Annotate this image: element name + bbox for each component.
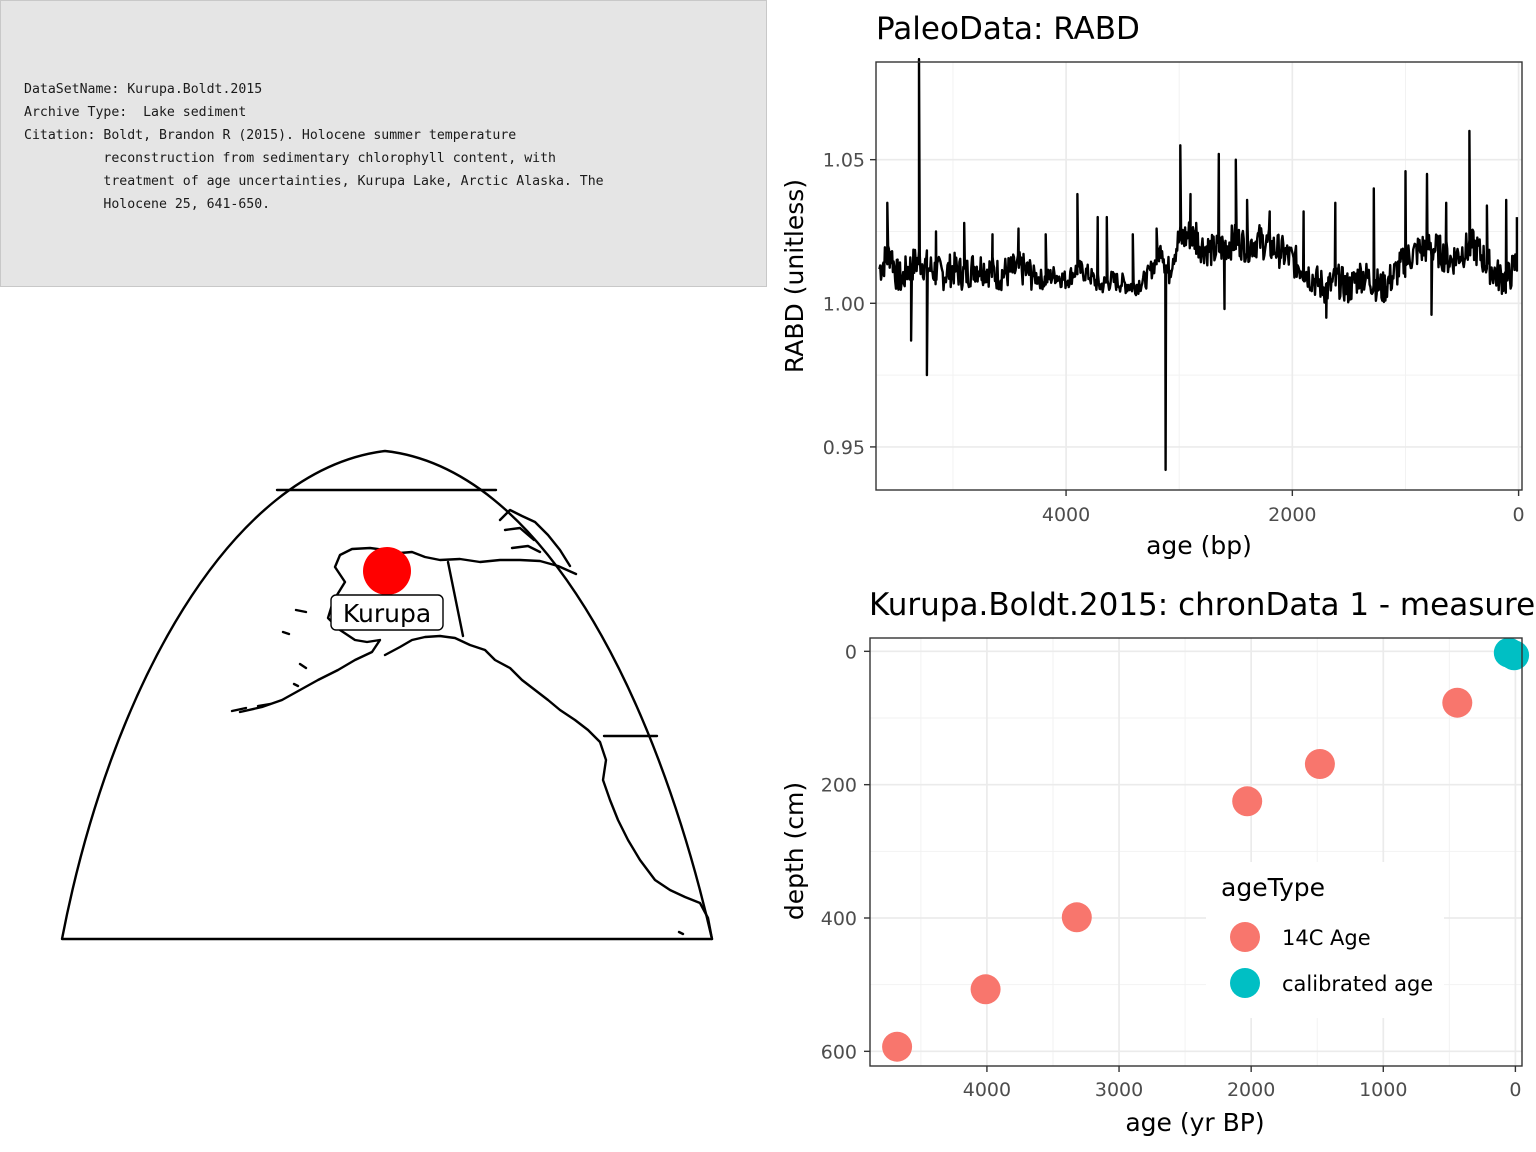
- rabd-plot-frame: [875, 61, 1523, 491]
- map-border-alaska-canada: [446, 560, 465, 638]
- rabd-line: [878, 57, 1519, 472]
- map-coast-southern-alaska: [383, 634, 714, 941]
- rabd-y-tick-label: 0.95: [823, 437, 865, 459]
- site-map: Kurupa: [60, 449, 714, 941]
- map-projection-outline: [60, 449, 714, 941]
- chron-point: [1232, 786, 1263, 817]
- chron-point: [882, 1031, 913, 1062]
- chron-y-tick-label: 0: [845, 641, 857, 663]
- map-coast-arctic-islands: [498, 508, 572, 568]
- map-islands-bering: [230, 608, 685, 936]
- chron-y-tick-label: 400: [821, 908, 857, 930]
- metadata-line-citation-4: Holocene 25, 641-650.: [24, 197, 271, 212]
- chron-x-tick-label: 4000: [963, 1079, 1011, 1101]
- chron-point: [1304, 749, 1335, 779]
- site-label: Kurupa: [343, 599, 431, 628]
- chron-x-tick-label: 2000: [1227, 1079, 1275, 1101]
- rabd-axes: 4000 2000 0 0.95 1.00 1.05: [823, 150, 1525, 526]
- rabd-chart: PaleoData: RABD 4000 2000 0 0.95 1.00 1.05 ag…: [780, 11, 1525, 560]
- rabd-chart-title: PaleoData: RABD: [876, 11, 1140, 47]
- chron-grid: [870, 638, 1522, 1066]
- chron-point: [1493, 637, 1524, 668]
- rabd-grid: [876, 62, 1522, 490]
- rabd-x-tick-label: 0: [1513, 504, 1525, 526]
- chron-point: [1442, 687, 1473, 718]
- chron-y-tick-label: 200: [821, 775, 857, 797]
- rabd-x-tick-label: 4000: [1042, 504, 1090, 526]
- site-marker: [363, 547, 411, 595]
- chron-y-tick-label: 600: [821, 1041, 857, 1063]
- metadata-line-citation-1: Citation: Boldt, Brandon R (2015). Holoc…: [24, 128, 517, 143]
- metadata-line-citation-2: reconstruction from sedimentary chloroph…: [24, 151, 556, 166]
- map-coast-alaska: [238, 546, 578, 714]
- rabd-y-tick-label: 1.00: [823, 293, 865, 315]
- legend-key: [1230, 922, 1260, 952]
- metadata-text: DataSetName: Kurupa.Boldt.2015 Archive T…: [24, 78, 604, 216]
- chron-x-tick-label: 1000: [1359, 1079, 1407, 1101]
- legend-key: [1230, 968, 1260, 998]
- rabd-x-tick-label: 2000: [1268, 504, 1316, 526]
- chron-chart: Kurupa.Boldt.2015: chronData 1 - measure…: [780, 587, 1536, 1137]
- chron-point: [1061, 902, 1092, 933]
- site-label-box: [330, 594, 444, 631]
- chron-y-axis-label: depth (cm): [780, 782, 809, 920]
- chron-chart-title: Kurupa.Boldt.2015: chronData 1 - measure…: [869, 587, 1536, 623]
- legend-label: 14C Age: [1282, 926, 1371, 950]
- chron-points: [882, 637, 1530, 1062]
- rabd-y-axis-label: RABD (unitless): [780, 179, 809, 373]
- metadata-panel: DataSetName: Kurupa.Boldt.2015 Archive T…: [0, 0, 767, 287]
- legend-title: ageType: [1221, 873, 1325, 902]
- chron-x-axis-label: age (yr BP): [1125, 1108, 1264, 1137]
- rabd-x-axis-label: age (bp): [1146, 531, 1252, 560]
- chron-point: [970, 974, 1001, 1005]
- rabd-y-tick-label: 1.05: [823, 150, 865, 172]
- metadata-line-citation-3: treatment of age uncertainties, Kurupa L…: [24, 174, 604, 189]
- chron-x-tick-label: 0: [1509, 1079, 1521, 1101]
- chron-plot-frame: [869, 637, 1523, 1067]
- chron-legend: ageType 14C Age calibrated age: [1206, 862, 1444, 1018]
- metadata-line-dataset: DataSetName: Kurupa.Boldt.2015: [24, 82, 263, 97]
- chron-axes: 4000 3000 2000 1000 0 0 200 400 600: [821, 641, 1522, 1101]
- chron-x-tick-label: 3000: [1095, 1079, 1143, 1101]
- metadata-line-archive: Archive Type: Lake sediment: [24, 105, 247, 120]
- rabd-series: [878, 57, 1519, 472]
- legend-label: calibrated age: [1282, 972, 1433, 996]
